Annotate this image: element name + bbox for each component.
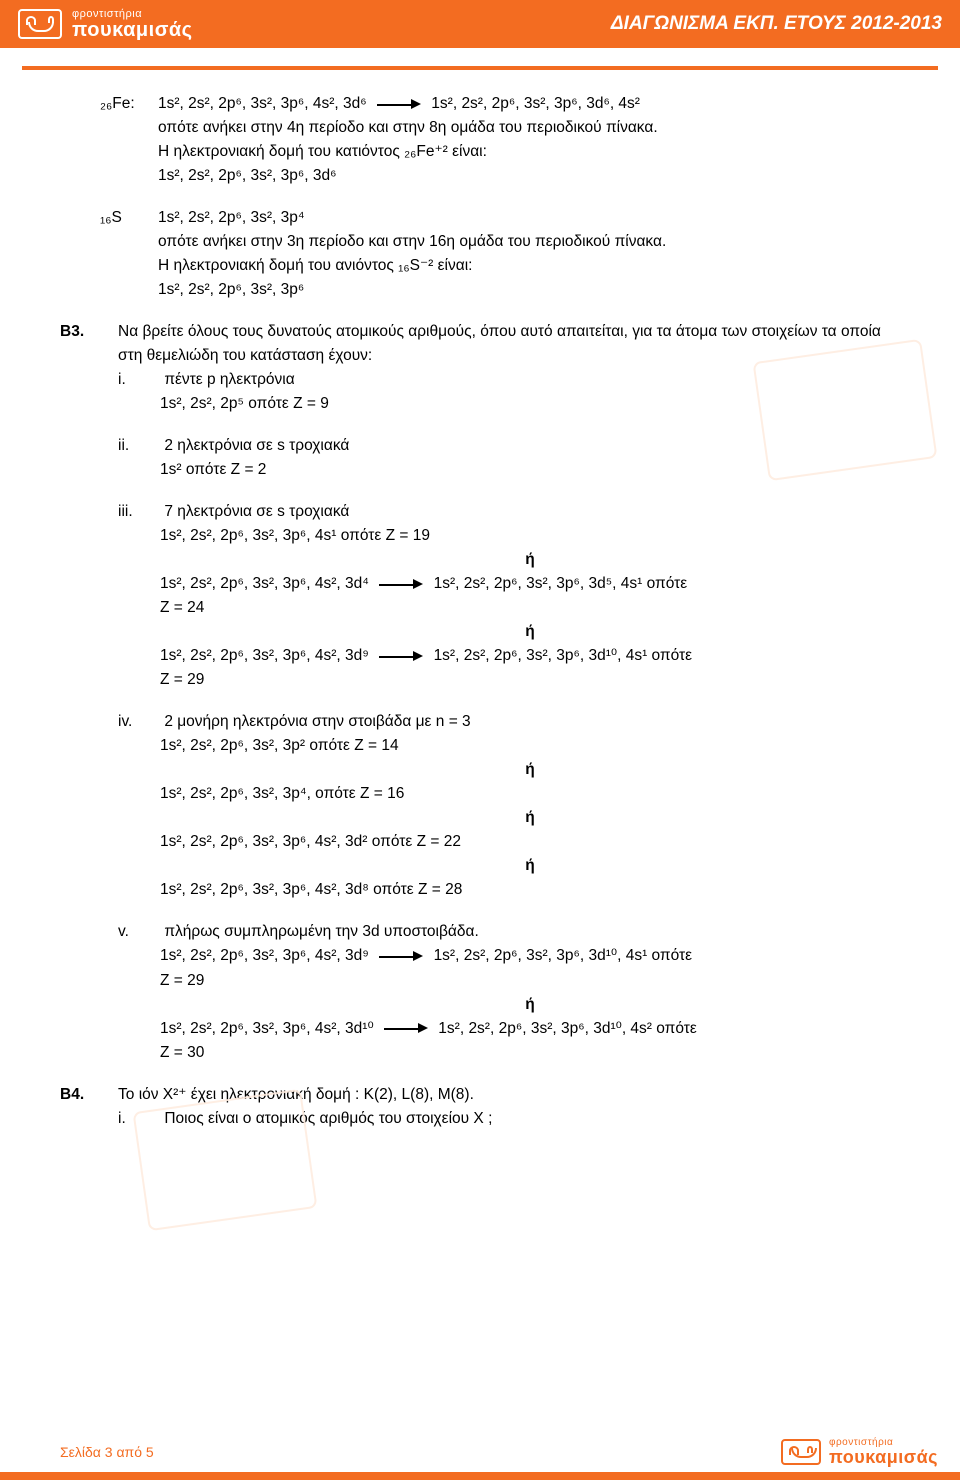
brand-small: φροντιστήρια	[72, 9, 193, 20]
b3-iii-num: iii.	[118, 500, 160, 524]
b3-iii-config-3b: 1s², 2s², 2p⁶, 3s², 3p⁶, 3d¹⁰, 4s¹ οπότε	[434, 647, 693, 664]
b3-ii-num: ii.	[118, 434, 160, 458]
or-separator: ή	[160, 806, 900, 830]
fe-config-initial: 1s², 2s², 2p⁶, 3s², 3p⁶, 4s², 3d⁶	[158, 95, 367, 112]
b3-iii-z24: Z = 24	[160, 596, 900, 620]
fe-cation-intro: Η ηλεκτρονιακή δομή του κατιόντος ₂₆Fe⁺²…	[158, 140, 900, 164]
b3-iii-config-1: 1s², 2s², 2p⁶, 3s², 3p⁶, 4s¹ οπότε Z = 1…	[160, 524, 900, 548]
b3-v-config-2b: 1s², 2s², 2p⁶, 3s², 3p⁶, 3d¹⁰, 4s² οπότε	[438, 1020, 697, 1037]
b3-iv-config-2: 1s², 2s², 2p⁶, 3s², 3p⁴, οπότε Z = 16	[160, 782, 900, 806]
watermark-shape	[752, 339, 937, 481]
fe-config-final: 1s², 2s², 2p⁶, 3s², 3p⁶, 3d⁶, 4s²	[431, 95, 640, 112]
b3-v-z30: Z = 30	[160, 1041, 900, 1065]
b3-iv-config-4: 1s², 2s², 2p⁶, 3s², 3p⁶, 4s², 3d⁸ οπότε …	[160, 878, 900, 902]
or-separator: ή	[160, 993, 900, 1017]
brand-logo: φροντιστήρια πουκαμισάς	[18, 9, 193, 40]
b3-iv-config-1: 1s², 2s², 2p⁶, 3s², 3p² οπότε Z = 14	[160, 734, 900, 758]
header-title: ΔΙΑΓΩΝΙΣΜΑ ΕΚΠ. ΕΤΟΥΣ 2012-2013	[611, 13, 942, 35]
s-anion-config: 1s², 2s², 2p⁶, 3s², 3p⁶	[158, 278, 900, 302]
page-footer: Σελίδα 3 από 5 φροντιστήρια πουκαμισάς	[0, 1438, 960, 1480]
or-separator: ή	[160, 758, 900, 782]
b3-v-config-1a: 1s², 2s², 2p⁶, 3s², 3p⁶, 4s², 3d⁹	[160, 947, 369, 964]
or-separator: ή	[160, 620, 900, 644]
b3-v-config-2a: 1s², 2s², 2p⁶, 3s², 3p⁶, 4s², 3d¹⁰	[160, 1020, 374, 1037]
s-config: 1s², 2s², 2p⁶, 3s², 3p⁴	[158, 206, 900, 230]
b3-iii-config-2a: 1s², 2s², 2p⁶, 3s², 3p⁶, 4s², 3d⁴	[160, 575, 369, 592]
s-period-group: οπότε ανήκει στην 3η περίοδο και στην 16…	[158, 230, 900, 254]
b3-v-config-1b: 1s², 2s², 2p⁶, 3s², 3p⁶, 3d¹⁰, 4s¹ οπότε	[434, 947, 693, 964]
brand-big: πουκαμισάς	[72, 20, 193, 40]
s-label: ₁₆S	[60, 206, 158, 302]
b3-iv-config-3: 1s², 2s², 2p⁶, 3s², 3p⁶, 4s², 3d² οπότε …	[160, 830, 900, 854]
b3-iv-num: iv.	[118, 710, 160, 734]
b3-iii-z29: Z = 29	[160, 668, 900, 692]
footer-brand-big: πουκαμισάς	[829, 1448, 938, 1466]
b3-v-text: πλήρως συμπληρωμένη την 3d υποστοιβάδα.	[164, 923, 478, 940]
b3-label: Β3.	[60, 320, 118, 1064]
b3-ii-text: 2 ηλεκτρόνια σε s τροχιακά	[164, 437, 349, 454]
page-number: Σελίδα 3 από 5	[60, 1444, 154, 1460]
s-anion-intro: Η ηλεκτρονιακή δομή του ανιόντος ₁₆S⁻² ε…	[158, 254, 900, 278]
footer-brand-logo: φροντιστήρια πουκαμισάς	[781, 1438, 938, 1466]
b3-i-text: πέντε p ηλεκτρόνια	[164, 371, 294, 388]
b3-iii-text: 7 ηλεκτρόνια σε s τροχιακά	[164, 503, 349, 520]
b3-v-num: v.	[118, 920, 160, 944]
b4-label: Β4.	[60, 1083, 118, 1131]
smiley-icon	[781, 1439, 821, 1465]
fe-cation-config: 1s², 2s², 2p⁶, 3s², 3p⁶, 3d⁶	[158, 164, 900, 188]
or-separator: ή	[160, 548, 900, 572]
watermark-shape	[132, 1089, 317, 1231]
fe-label: ₂₆Fe:	[60, 92, 158, 188]
header-bar: φροντιστήρια πουκαμισάς ΔΙΑΓΩΝΙΣΜΑ ΕΚΠ. …	[0, 0, 960, 48]
b3-iv-text: 2 μονήρη ηλεκτρόνια στην στοιβάδα με n =…	[164, 713, 470, 730]
fe-period-group: οπότε ανήκει στην 4η περίοδο και στην 8η…	[158, 116, 900, 140]
or-separator: ή	[160, 854, 900, 878]
page-content: ₂₆Fe: 1s², 2s², 2p⁶, 3s², 3p⁶, 4s², 3d⁶ …	[0, 70, 960, 1141]
b3-i-num: i.	[118, 368, 160, 392]
b3-iii-config-3a: 1s², 2s², 2p⁶, 3s², 3p⁶, 4s², 3d⁹	[160, 647, 369, 664]
smiley-icon	[18, 9, 62, 39]
b3-iii-config-2b: 1s², 2s², 2p⁶, 3s², 3p⁶, 3d⁵, 4s¹ οπότε	[434, 575, 688, 592]
b3-v-z29: Z = 29	[160, 969, 900, 993]
footer-bar	[0, 1472, 960, 1480]
